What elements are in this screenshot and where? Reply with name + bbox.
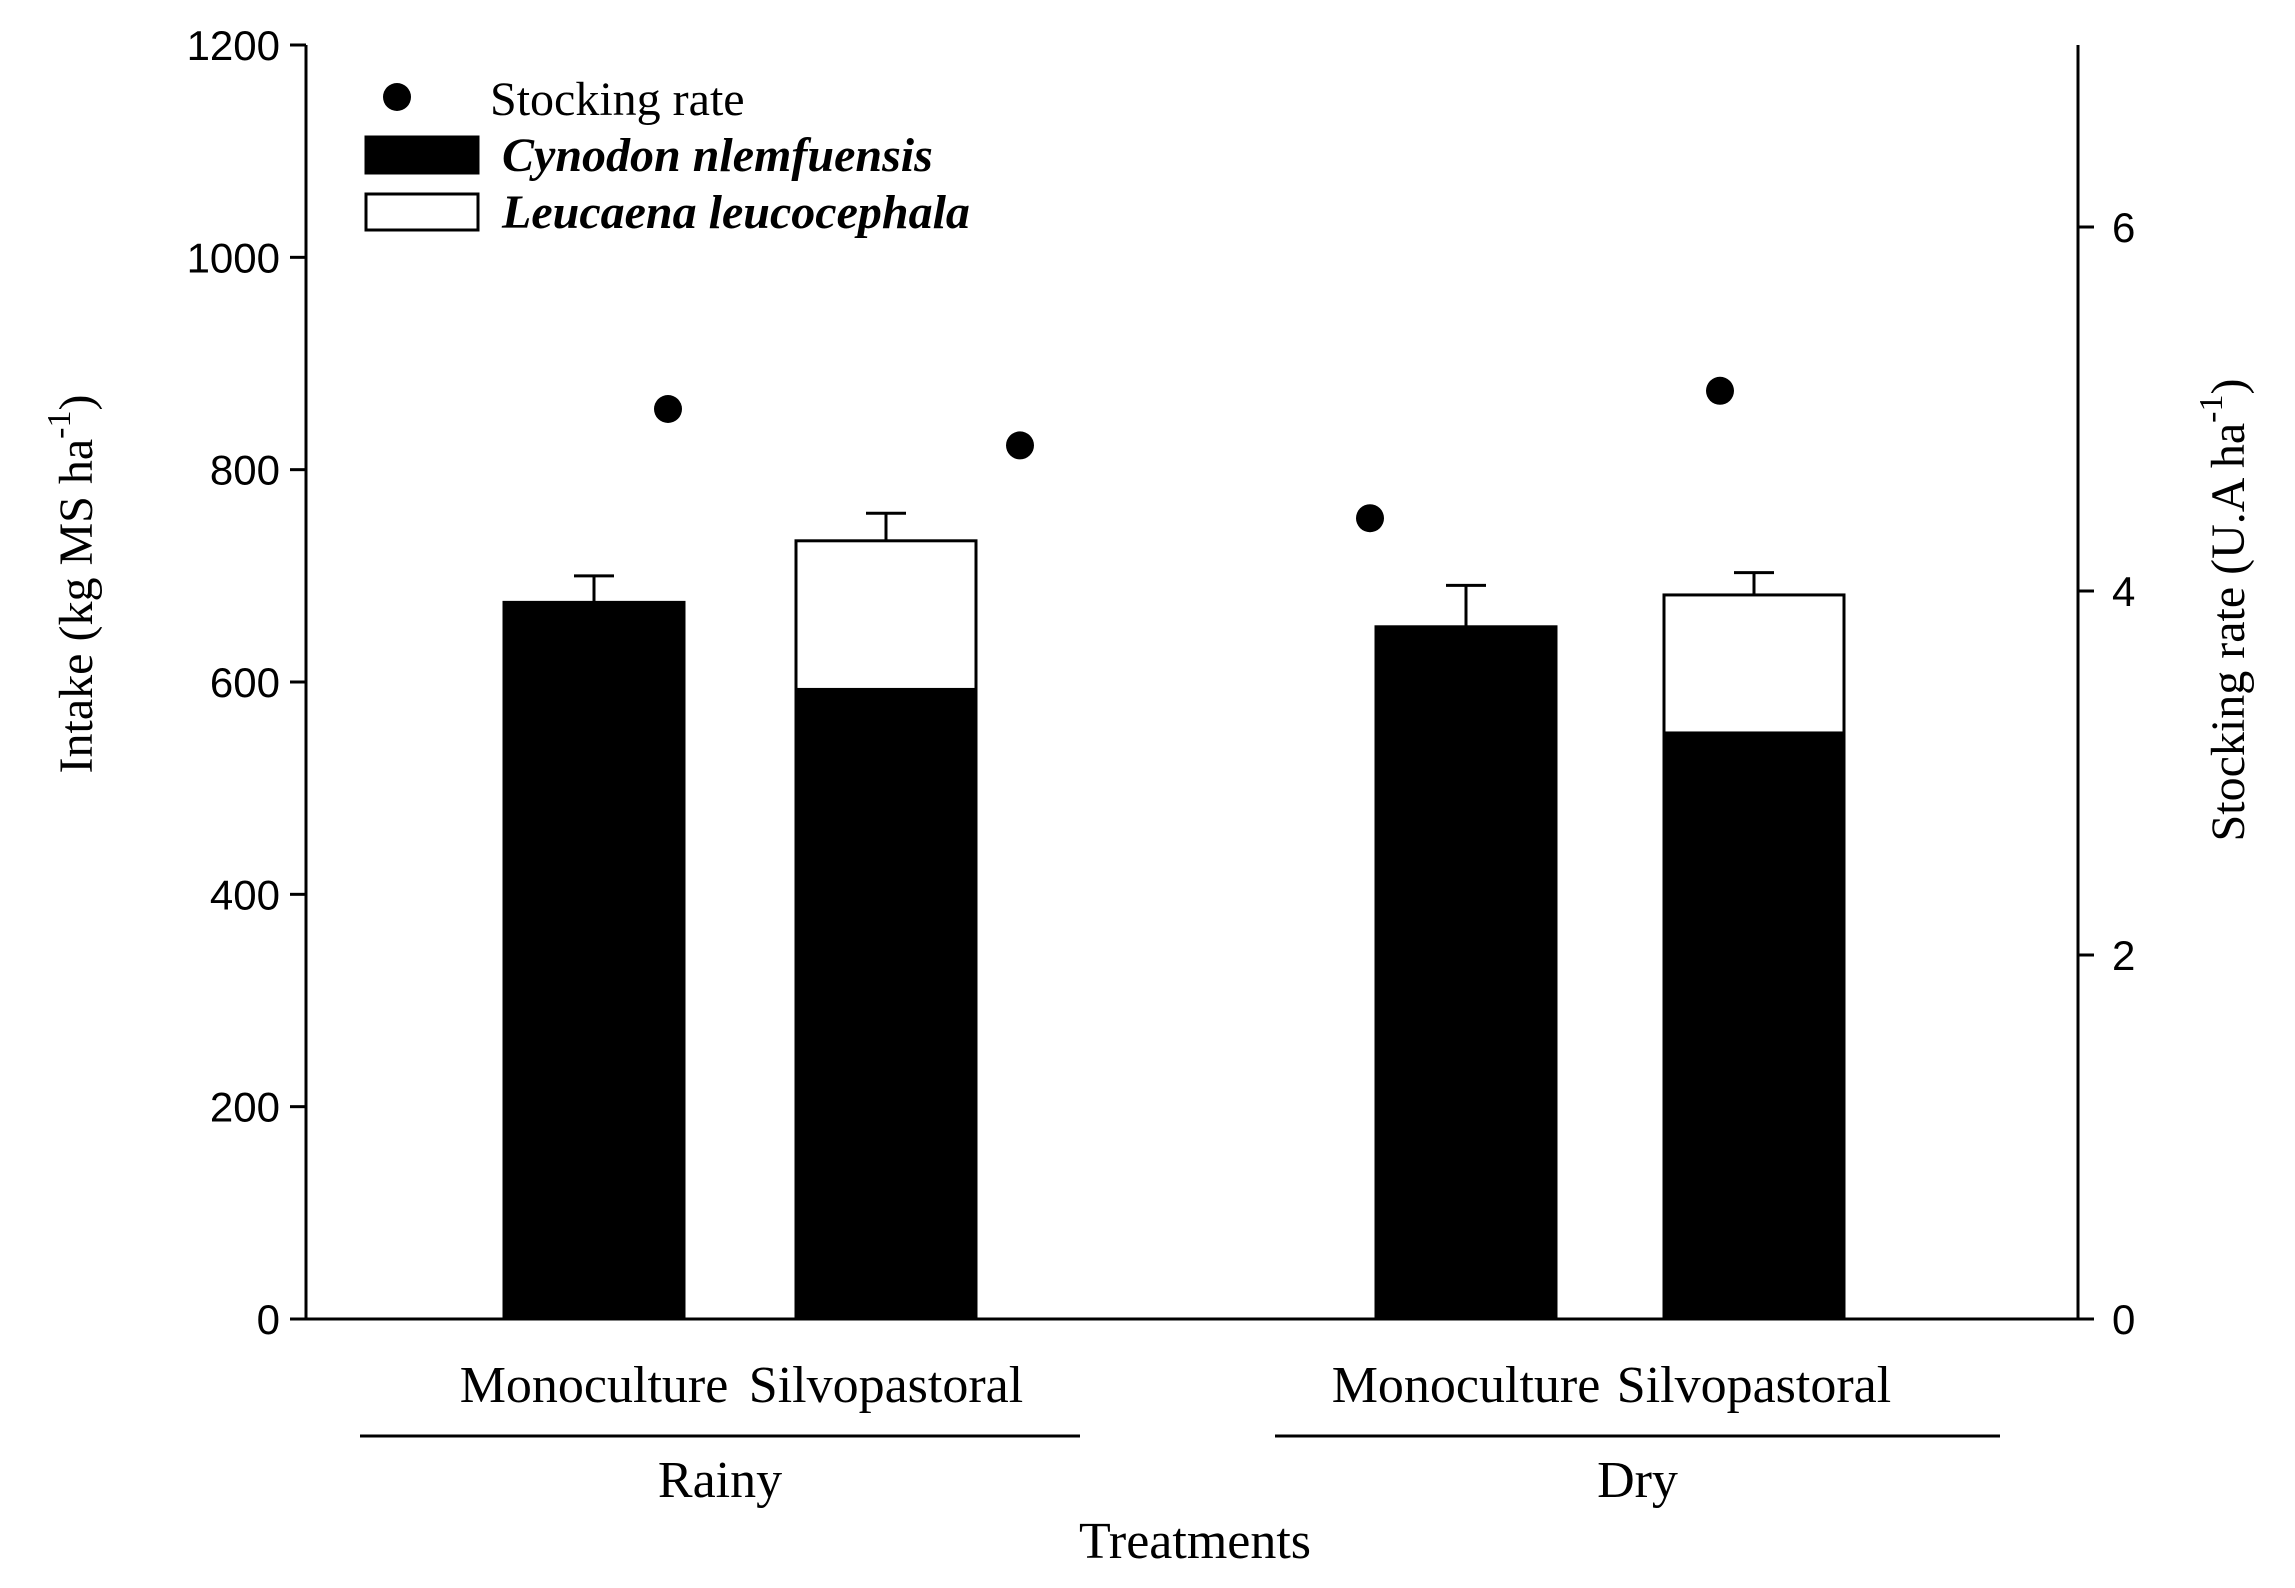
y-axis-left-label-sup: -1 bbox=[41, 411, 78, 439]
category-label: Monoculture bbox=[1332, 1357, 1601, 1414]
bar-leucaena bbox=[1662, 593, 1846, 735]
y-axis-left-label-main: Intake (kg MS ha bbox=[50, 439, 103, 774]
y-left-tick-label: 1200 bbox=[187, 22, 280, 69]
stocking-rate-point bbox=[654, 395, 682, 423]
stocking-rate-point bbox=[1356, 504, 1384, 533]
category-label: Silvopastoral bbox=[1617, 1357, 1891, 1414]
y-axis-right-label-main: Stocking rate (U.A ha bbox=[2202, 423, 2255, 842]
y-axis-right-label-close: ) bbox=[2202, 379, 2255, 395]
plot-area bbox=[502, 376, 1846, 1321]
legend-label: Stocking rate bbox=[490, 73, 745, 126]
y-axis-right-label: Stocking rate (U.A ha-1) bbox=[2193, 379, 2255, 842]
y-right-tick-label: 2 bbox=[2112, 932, 2135, 979]
legend-marker-box bbox=[364, 192, 480, 232]
y-left-tick-label: 0 bbox=[257, 1296, 280, 1343]
group-label: Rainy bbox=[658, 1452, 782, 1509]
stocking-rate-point bbox=[1706, 376, 1734, 405]
axes: 0 200 400 600 800 1000 1200 0 2 4 6 bbox=[187, 22, 2136, 1343]
y-right-tick-label: 0 bbox=[2112, 1296, 2135, 1343]
y-left-tick-label: 200 bbox=[210, 1084, 280, 1131]
bar-cynodon bbox=[502, 600, 686, 1321]
legend-marker-box bbox=[364, 135, 480, 175]
y-left-tick-label: 1000 bbox=[187, 234, 280, 281]
y-axis-left-label: Intake (kg MS ha-1) bbox=[41, 395, 103, 774]
legend-label: Leucaena leucocephala bbox=[501, 186, 970, 239]
x-axis-label: Treatments bbox=[1079, 1513, 1311, 1570]
stocking-rate-point bbox=[1006, 431, 1034, 460]
bar-cynodon bbox=[1374, 625, 1558, 1321]
category-label: Silvopastoral bbox=[749, 1357, 1023, 1414]
y-left-tick-label: 800 bbox=[210, 447, 280, 494]
y-right-tick-label: 4 bbox=[2112, 568, 2135, 615]
category-label: Monoculture bbox=[460, 1357, 729, 1414]
bar-cynodon bbox=[1662, 731, 1846, 1321]
legend-marker-circle bbox=[383, 83, 411, 111]
y-left-tick-label: 600 bbox=[210, 659, 280, 706]
y-left-tick-label: 400 bbox=[210, 871, 280, 918]
legend-label: Cynodon nlemfuensis bbox=[502, 129, 933, 182]
bar-leucaena bbox=[794, 539, 978, 691]
y-axis-left-label-close: ) bbox=[50, 395, 103, 411]
y-right-tick-label: 6 bbox=[2112, 204, 2135, 251]
group-label: Dry bbox=[1597, 1452, 1678, 1509]
y-axis-right-label-sup: -1 bbox=[2193, 395, 2230, 423]
bar-cynodon bbox=[794, 687, 978, 1321]
